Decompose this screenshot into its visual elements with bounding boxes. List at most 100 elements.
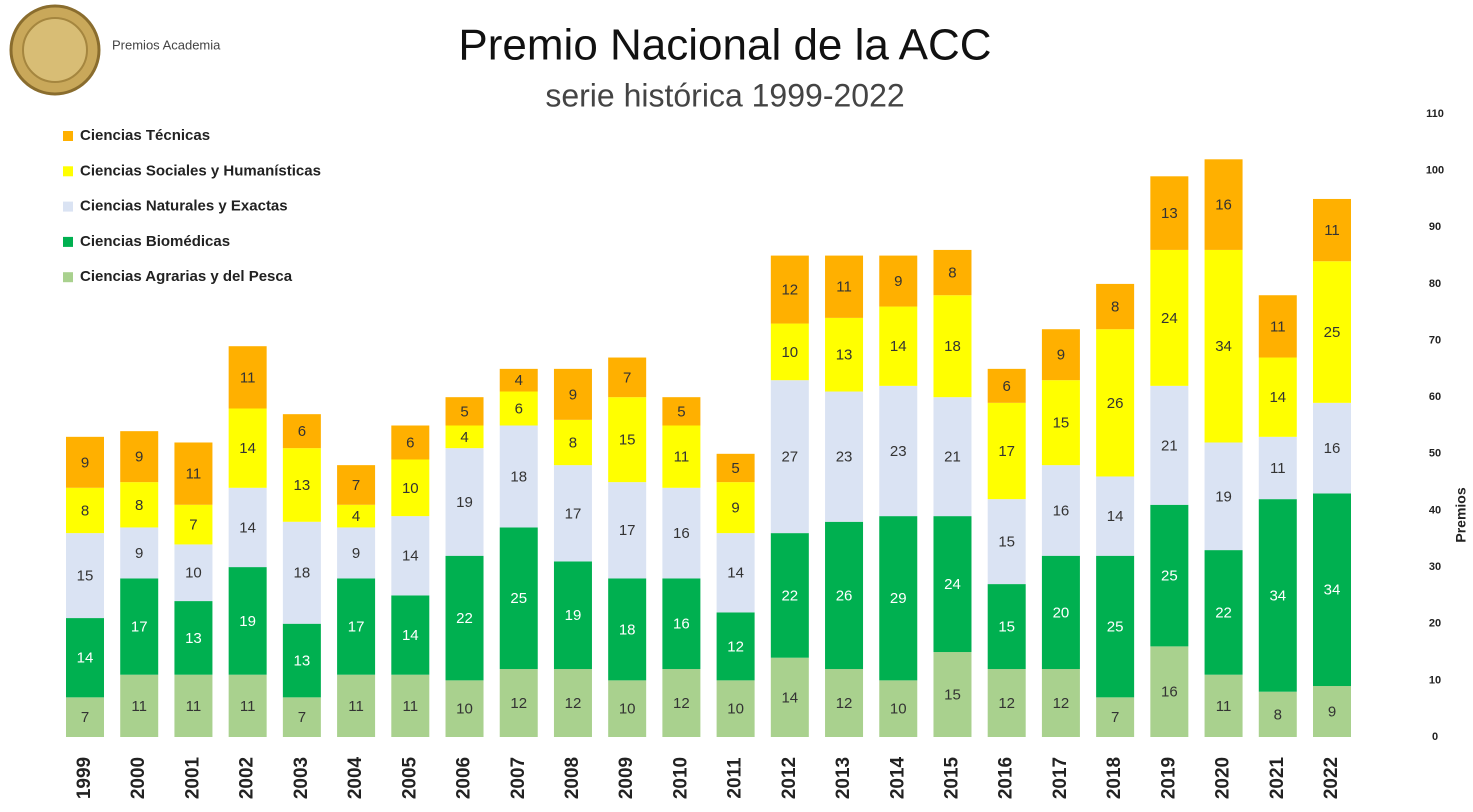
data-label: 9 [1057, 347, 1065, 364]
bar-segment [1313, 686, 1351, 737]
data-label: 11 [186, 698, 202, 715]
bar-segment [553, 419, 592, 466]
bar-segment [933, 652, 972, 737]
bar-segment [879, 385, 918, 517]
data-label: 17 [619, 522, 636, 539]
chart-subtitle: serie histórica 1999-2022 [545, 77, 904, 113]
data-label: 15 [77, 568, 94, 585]
data-label: 18 [619, 621, 636, 638]
data-label: 9 [731, 500, 739, 517]
bar-segment [716, 453, 755, 483]
data-label: 6 [1003, 378, 1011, 395]
bar-segment [987, 669, 1026, 737]
data-label: 9 [81, 454, 89, 471]
bar-segment [120, 578, 159, 675]
bar-segment [174, 674, 213, 737]
data-label: 8 [569, 434, 577, 451]
bar-segment [825, 317, 864, 392]
data-label: 6 [298, 423, 306, 440]
x-tick-label: 2014 [887, 756, 908, 799]
x-tick-label: 2019 [1158, 757, 1179, 799]
data-label: 7 [81, 709, 89, 726]
data-label: 17 [565, 505, 582, 522]
data-label: 13 [185, 630, 202, 647]
data-label: 5 [731, 460, 739, 477]
x-tick-label: 2011 [725, 757, 746, 799]
bar-segment [1041, 669, 1080, 737]
data-label: 17 [998, 443, 1015, 460]
x-tick-label: 2002 [237, 757, 258, 799]
data-label: 14 [890, 338, 907, 355]
bar-segment [716, 482, 755, 534]
data-label: 8 [948, 265, 956, 282]
y-tick-label: 110 [1426, 108, 1444, 120]
data-label: 7 [352, 477, 360, 494]
data-label: 11 [1216, 698, 1232, 715]
data-label: 5 [460, 403, 468, 420]
data-label: 11 [836, 279, 852, 296]
bar-segment [987, 499, 1026, 585]
bar-segment [66, 533, 104, 619]
x-tick-label: 2003 [291, 757, 312, 799]
bar-segment [608, 482, 647, 579]
bar-segment [1096, 555, 1135, 698]
bar-segment [716, 612, 755, 681]
data-label: 6 [515, 400, 523, 417]
legend-swatch [63, 272, 73, 283]
bar-segment [933, 295, 972, 398]
data-label: 15 [1053, 415, 1070, 432]
data-label: 7 [1111, 709, 1119, 726]
data-label: 12 [673, 695, 690, 712]
x-tick-label: 2006 [454, 757, 475, 799]
bar-segment [825, 391, 864, 522]
data-label: 18 [294, 565, 311, 582]
bar-segment [987, 368, 1026, 403]
data-label: 11 [1324, 222, 1340, 239]
x-tick-label: 2013 [833, 757, 854, 799]
bar-segment [716, 533, 755, 613]
x-tick-label: 2010 [670, 757, 691, 799]
y-tick-label: 90 [1429, 221, 1441, 233]
data-label: 19 [456, 494, 473, 511]
bar-segment [1258, 357, 1297, 437]
bar-segment [662, 397, 701, 426]
y-tick-label: 80 [1429, 278, 1441, 290]
bar-segment [1041, 380, 1080, 466]
data-label: 25 [1107, 619, 1124, 636]
data-label: 14 [1107, 508, 1124, 525]
data-label: 19 [1215, 488, 1232, 505]
data-label: 23 [890, 443, 907, 460]
bar-segment [1150, 504, 1189, 647]
bar-segment [228, 487, 267, 568]
bar-segment [1041, 329, 1080, 381]
chart-title: Premio Nacional de la ACC [458, 21, 991, 70]
data-label: 9 [352, 545, 360, 562]
x-tick-label: 2018 [1104, 757, 1125, 799]
bar-segment [608, 578, 647, 681]
bar-segment [120, 527, 159, 579]
bar-segment [66, 487, 104, 534]
x-tick-label: 2007 [508, 757, 529, 799]
bar-segment [770, 380, 809, 534]
logo-text: Premios Academia [112, 37, 221, 52]
bar-segment [770, 255, 809, 324]
bar-segment [1096, 476, 1135, 556]
bar-segment [337, 465, 376, 505]
x-tick-label: 2020 [1213, 757, 1234, 799]
x-tick-label: 2001 [182, 756, 203, 799]
data-label: 20 [1053, 604, 1070, 621]
data-label: 18 [944, 338, 961, 355]
data-label: 11 [240, 369, 256, 386]
x-tick-label: 2012 [779, 757, 800, 799]
data-label: 16 [1324, 440, 1341, 457]
bar-segment [1204, 674, 1243, 737]
data-label: 12 [836, 695, 853, 712]
data-label: 8 [135, 497, 143, 514]
bar-segment [608, 357, 647, 398]
bar-segment [1204, 442, 1243, 551]
data-label: 10 [456, 701, 473, 718]
data-label: 11 [131, 698, 147, 715]
data-label: 13 [836, 347, 853, 364]
bar-segment [770, 323, 809, 381]
y-tick-label: 70 [1429, 334, 1441, 346]
